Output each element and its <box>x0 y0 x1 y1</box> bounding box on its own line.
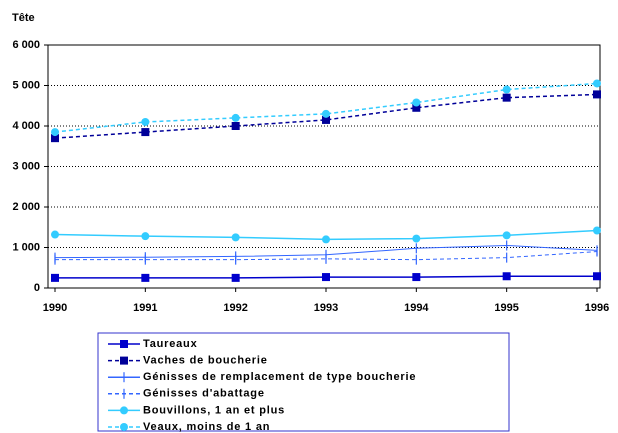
x-tick-label: 1994 <box>404 302 429 314</box>
marker <box>231 233 240 242</box>
marker <box>322 109 330 118</box>
marker <box>120 356 128 365</box>
marker <box>141 117 150 126</box>
marker <box>502 272 511 281</box>
marker <box>322 115 330 124</box>
marker <box>322 273 330 282</box>
y-tick-label: 4 000 <box>12 120 40 132</box>
legend-label: Génisses d'abattage <box>143 388 265 400</box>
y-tick-label: 6 000 <box>12 39 40 51</box>
marker <box>412 234 421 243</box>
marker <box>412 98 421 107</box>
marker <box>502 85 511 94</box>
marker <box>412 273 421 282</box>
marker <box>593 79 601 88</box>
marker <box>231 273 240 282</box>
marker <box>593 226 601 235</box>
y-tick-label: 1 000 <box>12 241 40 253</box>
y-tick-label: 3 000 <box>12 160 40 172</box>
marker <box>51 273 59 282</box>
marker <box>120 423 128 431</box>
x-tick-label: 1990 <box>43 302 67 314</box>
marker <box>51 230 59 239</box>
marker <box>231 122 240 130</box>
legend-label: Taureaux <box>143 338 198 350</box>
series-line <box>54 82 598 133</box>
x-tick-label: 1995 <box>494 302 518 314</box>
marker <box>231 113 240 122</box>
marker <box>51 134 59 143</box>
marker <box>322 235 330 244</box>
y-tick-label: 0 <box>34 282 40 294</box>
marker <box>502 231 511 240</box>
marker <box>141 128 150 137</box>
marker <box>502 93 511 102</box>
x-tick-label: 1996 <box>585 302 609 314</box>
legend-label: Génisses de remplacement de type boucher… <box>143 371 416 383</box>
y-tick-label: 2 000 <box>12 201 40 213</box>
x-tick-label: 1993 <box>314 302 338 314</box>
legend-box <box>97 332 510 432</box>
marker <box>120 340 128 348</box>
legend-label: Bouvillons, 1 an et plus <box>143 404 285 416</box>
legend-label: Vaches de boucherie <box>143 355 268 367</box>
y-axis-label: Tête <box>12 12 35 24</box>
x-tick-label: 1991 <box>133 302 157 314</box>
marker <box>51 128 59 137</box>
marker <box>593 90 601 99</box>
legend-label: Veaux, moins de 1 an <box>143 421 270 433</box>
marker <box>141 273 150 282</box>
x-tick-label: 1992 <box>223 302 247 314</box>
y-tick-label: 5 000 <box>12 79 40 91</box>
marker <box>120 406 128 415</box>
marker <box>412 103 421 112</box>
marker <box>141 232 150 241</box>
marker <box>593 272 601 281</box>
